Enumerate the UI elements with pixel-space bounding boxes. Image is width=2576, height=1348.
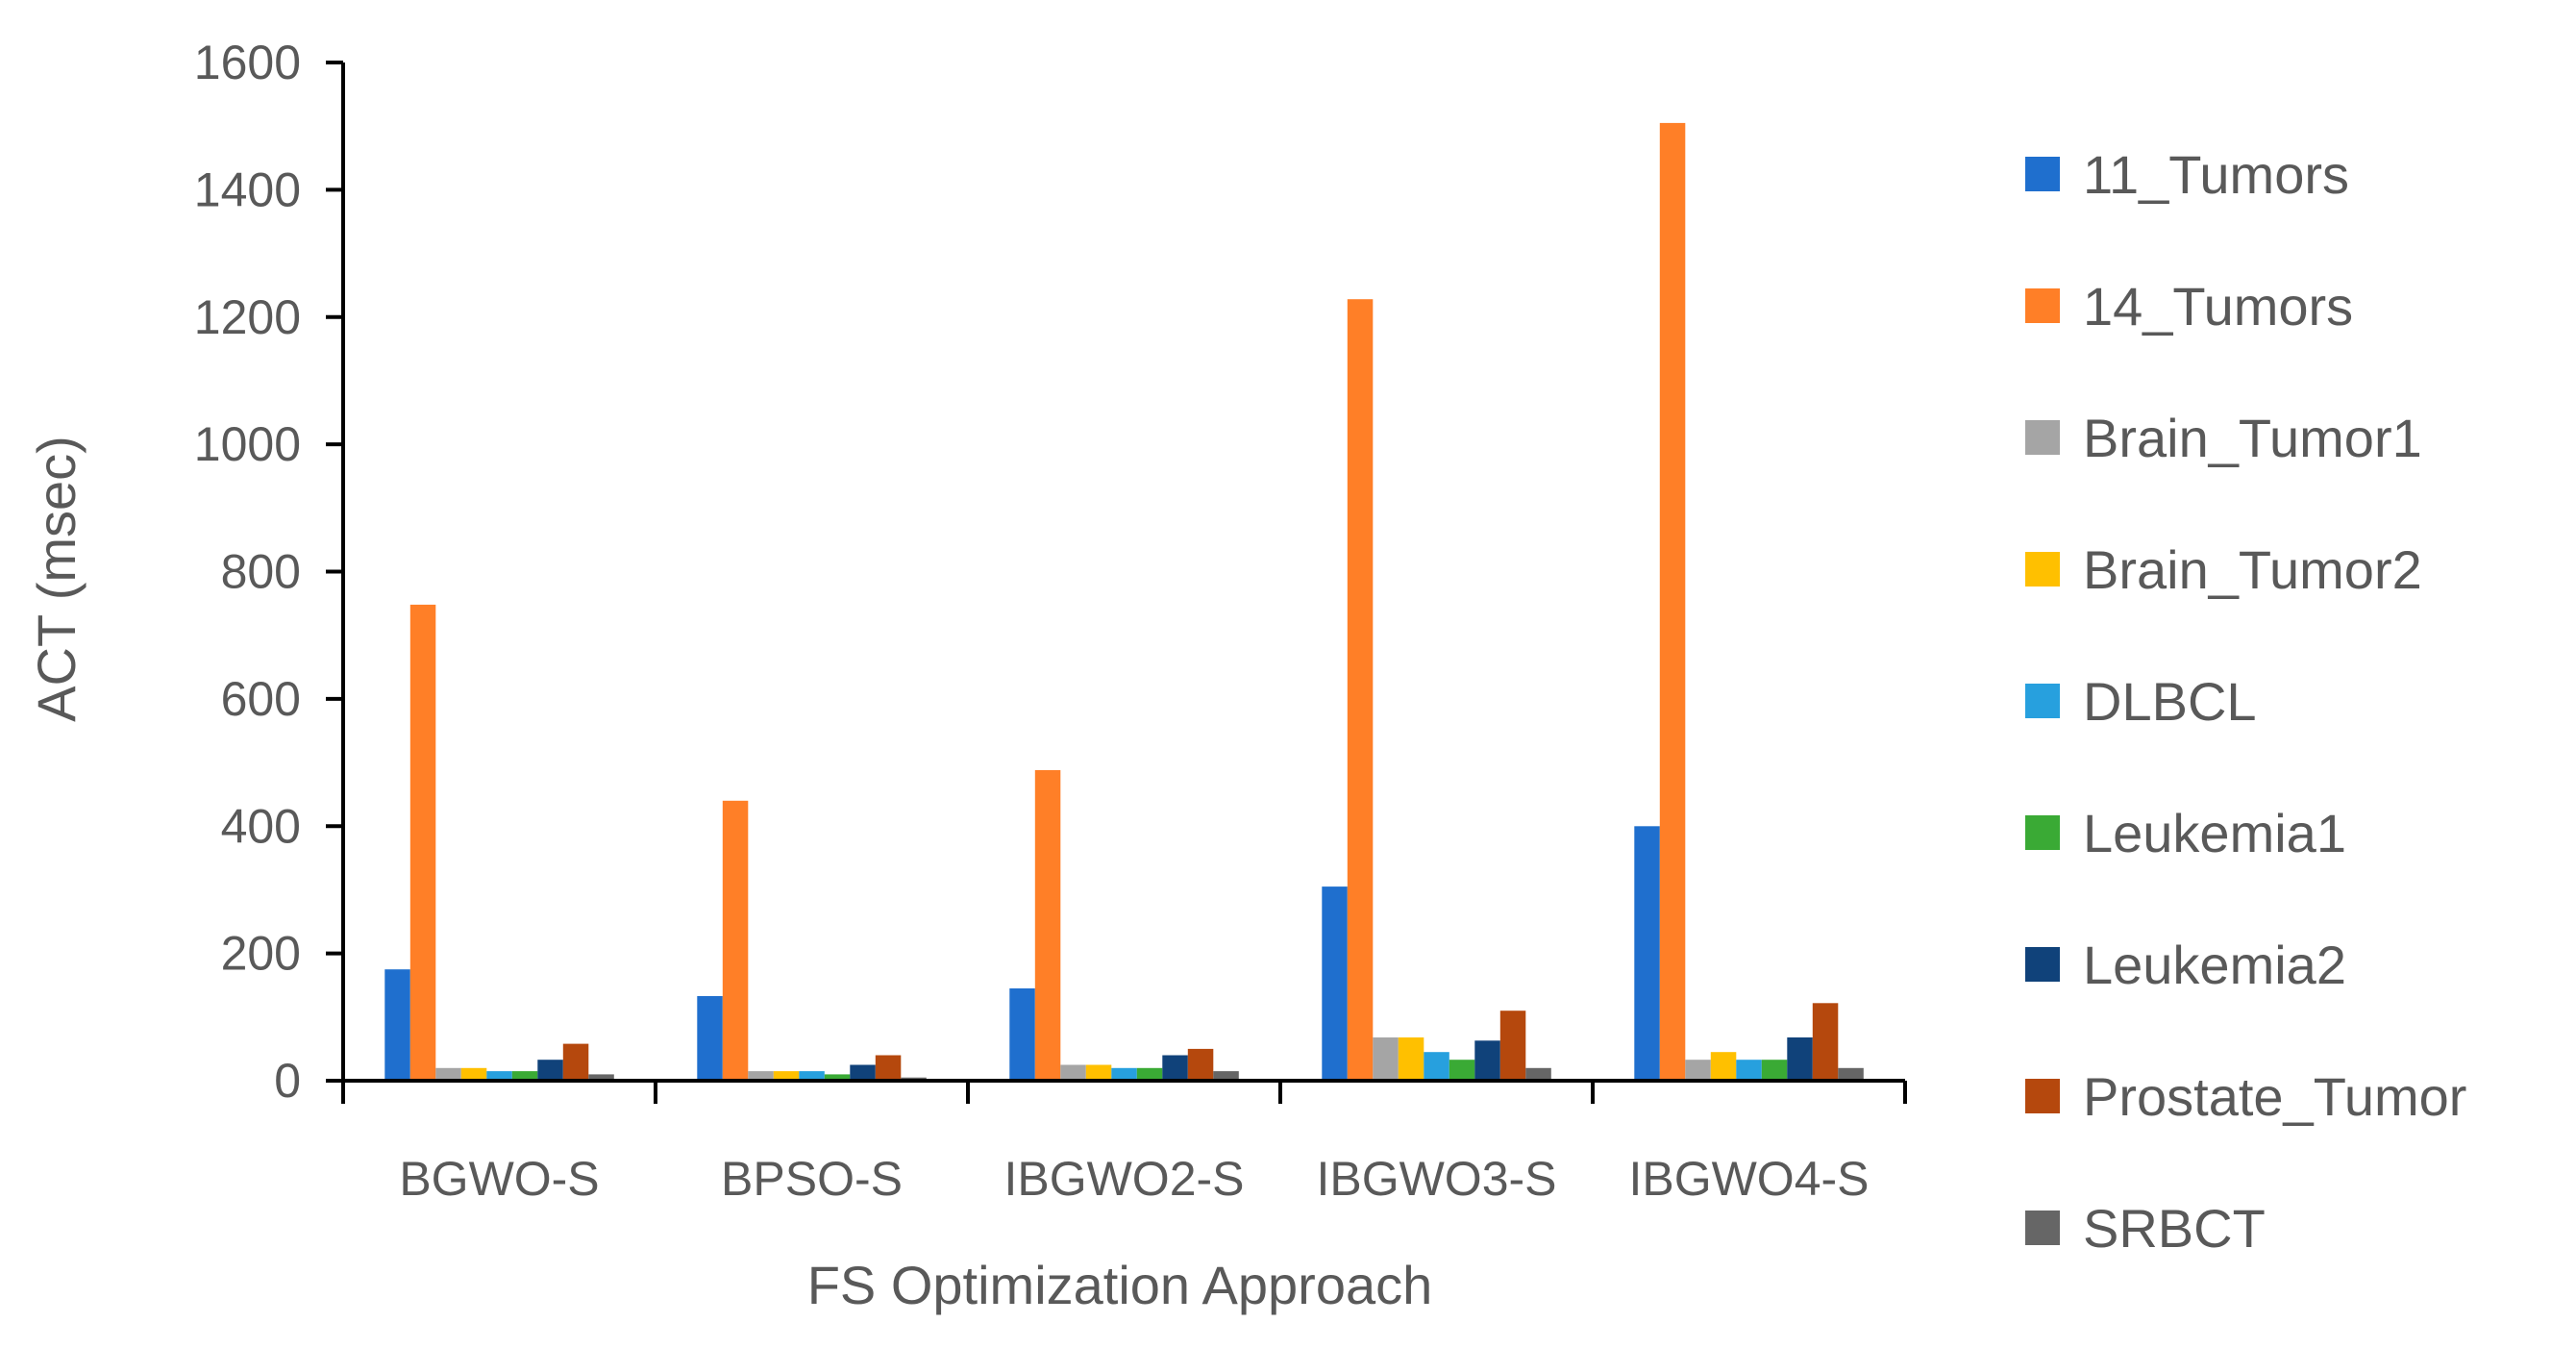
y-tick-label: 600 [221, 672, 301, 726]
legend-swatch-11-tumors [2025, 157, 2060, 191]
axes-layer: 0 200 400 600 800 1000 1200 1400 1600 BGWO-S BPSO-… [194, 36, 1907, 1206]
legend-swatch-prostate-tumor [2025, 1079, 2060, 1113]
bar-brain-tumor1-ibgwo4-s [1685, 1060, 1711, 1081]
y-tick-label: 400 [221, 799, 301, 853]
bar-14-tumors-ibgwo3-s [1347, 299, 1374, 1081]
bar-11-tumors-bgwo-s [384, 969, 410, 1081]
bar-leukemia1-ibgwo4-s [1761, 1060, 1788, 1081]
legend-swatch-brain-tumor1 [2025, 420, 2060, 455]
legend-swatch-leukemia1 [2025, 815, 2060, 850]
bar-brain-tumor1-bgwo-s [435, 1067, 461, 1081]
bar-srbct-ibgwo3-s [1525, 1067, 1551, 1081]
y-tick-label: 0 [274, 1054, 301, 1108]
bar-11-tumors-bpso-s [697, 996, 723, 1081]
bar-brain-tumor1-ibgwo3-s [1373, 1037, 1399, 1081]
bar-brain-tumor1-ibgwo2-s [1060, 1064, 1086, 1081]
bar-leukemia1-bgwo-s [511, 1071, 538, 1081]
bar-srbct-ibgwo4-s [1838, 1067, 1864, 1081]
bar-prostate-tumor-ibgwo3-s [1499, 1011, 1526, 1081]
x-tick-label: IBGWO3-S [1316, 1152, 1556, 1206]
bar-leukemia2-bgwo-s [537, 1060, 563, 1081]
legend-label: Leukemia1 [2083, 803, 2346, 863]
bar-leukemia2-bpso-s [850, 1064, 876, 1081]
bar-srbct-bgwo-s [588, 1074, 614, 1081]
bar-prostate-tumor-ibgwo2-s [1187, 1048, 1214, 1081]
legend-label: Leukemia2 [2083, 935, 2346, 995]
y-tick-label: 200 [221, 927, 301, 981]
bar-brain-tumor2-ibgwo3-s [1398, 1037, 1424, 1081]
legend: 11_Tumors 14_Tumors Brain_Tumor1 Brain_Tumo… [2025, 144, 2466, 1259]
bars-layer [384, 122, 1864, 1082]
bar-dlbcl-ibgwo2-s [1111, 1067, 1137, 1081]
legend-label: DLBCL [2083, 671, 2257, 732]
y-tick-label: 1200 [194, 290, 301, 344]
y-tick-label: 1400 [194, 162, 301, 216]
bar-dlbcl-ibgwo3-s [1424, 1052, 1449, 1081]
y-tick-label: 1600 [194, 36, 301, 89]
legend-swatch-srbct [2025, 1211, 2060, 1245]
bar-brain-tumor2-bpso-s [773, 1071, 800, 1081]
bar-leukemia2-ibgwo4-s [1787, 1037, 1813, 1081]
bar-srbct-ibgwo2-s [1213, 1071, 1239, 1081]
bar-prostate-tumor-ibgwo4-s [1812, 1003, 1839, 1081]
bar-11-tumors-ibgwo2-s [1009, 988, 1035, 1081]
bar-leukemia1-bpso-s [824, 1074, 851, 1081]
bar-dlbcl-bgwo-s [486, 1071, 512, 1081]
bar-leukemia1-ibgwo3-s [1449, 1060, 1475, 1081]
bar-11-tumors-ibgwo3-s [1322, 886, 1348, 1081]
bar-brain-tumor2-ibgwo4-s [1710, 1052, 1737, 1081]
legend-label: Brain_Tumor1 [2083, 408, 2422, 468]
y-axis-title: ACT (msec) [26, 436, 87, 722]
bar-prostate-tumor-bgwo-s [562, 1043, 589, 1081]
bar-11-tumors-ibgwo4-s [1634, 826, 1660, 1082]
legend-label: 14_Tumors [2083, 276, 2353, 337]
legend-label: SRBCT [2083, 1198, 2266, 1259]
bar-brain-tumor1-bpso-s [748, 1071, 774, 1081]
bar-brain-tumor2-ibgwo2-s [1085, 1064, 1112, 1081]
bar-14-tumors-bgwo-s [409, 604, 436, 1081]
bar-dlbcl-ibgwo4-s [1736, 1060, 1762, 1081]
bar-14-tumors-ibgwo4-s [1659, 122, 1686, 1081]
x-axis-title: FS Optimization Approach [807, 1255, 1433, 1315]
bar-prostate-tumor-bpso-s [875, 1055, 902, 1081]
x-tick-label: BGWO-S [399, 1152, 599, 1206]
x-tick-label: IBGWO2-S [1003, 1152, 1244, 1206]
x-tick-label: BPSO-S [721, 1152, 903, 1206]
bar-leukemia1-ibgwo2-s [1136, 1067, 1163, 1081]
legend-swatch-14-tumors [2025, 288, 2060, 323]
bar-14-tumors-bpso-s [722, 800, 749, 1081]
x-tick-label: IBGWO4-S [1628, 1152, 1869, 1206]
bar-14-tumors-ibgwo2-s [1034, 770, 1061, 1081]
bar-dlbcl-bpso-s [799, 1071, 825, 1081]
legend-label: 11_Tumors [2083, 144, 2349, 205]
legend-swatch-dlbcl [2025, 684, 2060, 718]
y-tick-label: 800 [221, 545, 301, 599]
bar-brain-tumor2-bgwo-s [460, 1067, 487, 1081]
legend-swatch-leukemia2 [2025, 947, 2060, 982]
legend-label: Prostate_Tumor [2083, 1066, 2466, 1127]
legend-label: Brain_Tumor2 [2083, 539, 2422, 600]
bar-leukemia2-ibgwo2-s [1162, 1055, 1188, 1081]
y-tick-label: 1000 [194, 417, 301, 471]
legend-swatch-brain-tumor2 [2025, 552, 2060, 587]
bar-leukemia2-ibgwo3-s [1474, 1040, 1500, 1081]
